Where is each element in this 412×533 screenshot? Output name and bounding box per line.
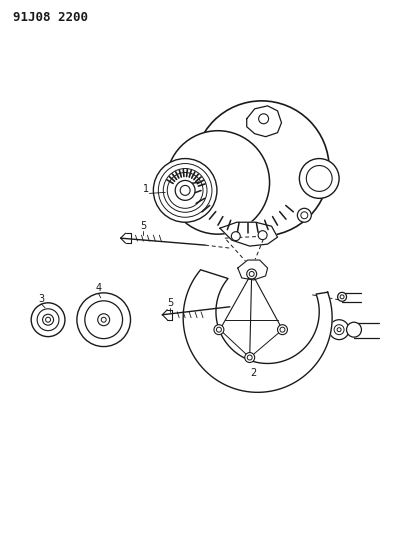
Circle shape [194,101,329,236]
Text: 91J08 2200: 91J08 2200 [13,11,88,25]
Circle shape [346,322,361,337]
Circle shape [249,271,254,277]
Circle shape [306,166,332,191]
Text: 5: 5 [140,221,147,231]
Circle shape [231,232,240,240]
Circle shape [214,325,224,335]
Circle shape [280,327,285,332]
Circle shape [300,158,339,198]
Text: 3: 3 [38,294,44,304]
Circle shape [166,131,269,234]
Circle shape [334,325,344,335]
Circle shape [337,328,341,332]
Circle shape [46,317,51,322]
Circle shape [42,314,54,325]
Circle shape [180,185,190,196]
Circle shape [301,212,308,219]
Polygon shape [220,222,278,246]
Circle shape [216,327,221,332]
Circle shape [175,181,195,200]
Circle shape [101,317,106,322]
Circle shape [258,231,267,240]
Circle shape [247,269,257,279]
Circle shape [98,314,110,326]
Circle shape [245,352,255,362]
Circle shape [278,325,288,335]
Circle shape [31,303,65,337]
Circle shape [337,293,346,301]
Text: 4: 4 [96,283,102,293]
Circle shape [85,301,122,338]
Circle shape [259,114,269,124]
Circle shape [329,320,349,340]
Text: 2: 2 [250,368,257,378]
Circle shape [247,355,252,360]
Circle shape [37,309,59,330]
Circle shape [297,208,311,222]
Circle shape [340,295,344,299]
Polygon shape [247,106,281,136]
Text: 5: 5 [167,298,173,308]
Text: 1: 1 [143,184,150,195]
Polygon shape [183,270,332,392]
Polygon shape [238,260,267,280]
Circle shape [77,293,131,346]
Circle shape [153,158,217,222]
